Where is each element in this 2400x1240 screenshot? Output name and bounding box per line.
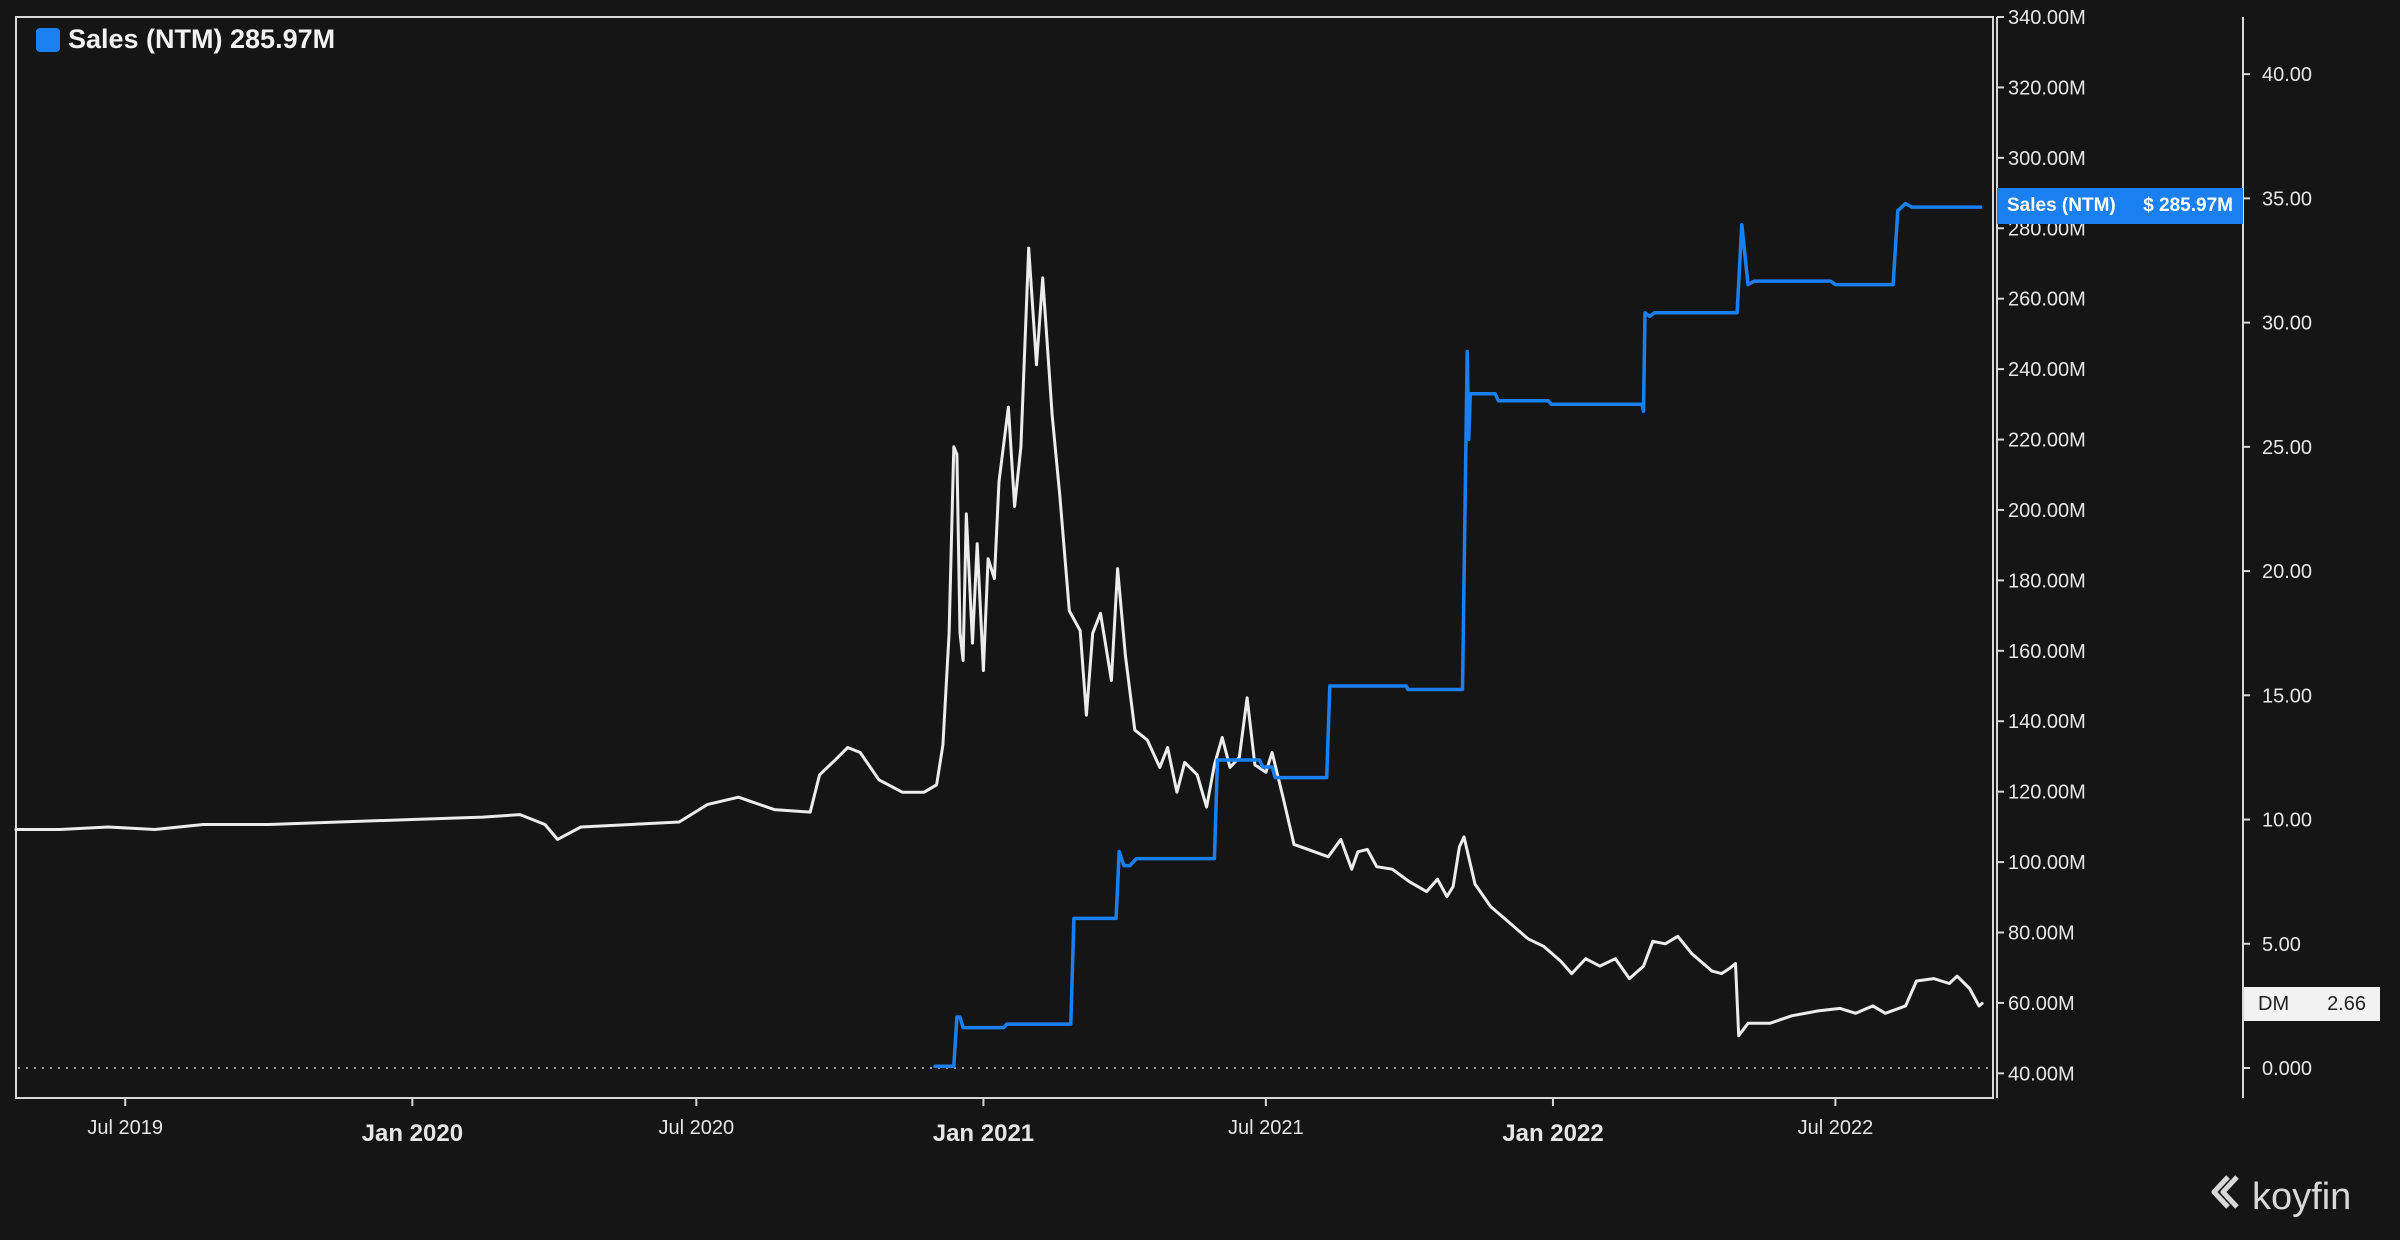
right-tick-label: 40.00 <box>2262 64 2312 86</box>
right-tick-label: 15.00 <box>2262 685 2312 707</box>
left-axis-ticks: 340.00M320.00M300.00M280.00M260.00M240.0… <box>1997 7 2086 1085</box>
right-tick-label: 35.00 <box>2262 188 2312 210</box>
left-tick-label: 240.00M <box>2008 359 2086 381</box>
left-tick-label: 200.00M <box>2008 500 2086 522</box>
brand-name: koyfin <box>2252 1175 2352 1218</box>
left-tick-label: 80.00M <box>2008 923 2075 945</box>
left-tick-label: 300.00M <box>2008 148 2086 170</box>
legend-label: Sales (NTM) 285.97M <box>68 24 336 54</box>
x-tick-label: Jul 2022 <box>1798 1117 1874 1139</box>
x-tick-label: Jul 2021 <box>1228 1117 1304 1139</box>
price-line <box>14 246 1984 1038</box>
left-tick-label: 220.00M <box>2008 430 2086 452</box>
dm-value: 2.66 <box>2327 992 2366 1015</box>
left-tick-label: 140.00M <box>2008 711 2086 733</box>
left-tick-label: 40.00M <box>2008 1063 2075 1085</box>
left-tick-label: 260.00M <box>2008 289 2086 311</box>
last-value-tag: Sales (NTM) $ 285.97M <box>1997 188 2243 224</box>
x-tick-label: Jul 2019 <box>87 1117 163 1139</box>
x-axis-ticks: Jul 2019 Jan 2020 Jul 2020 Jan 2021 Jul 2021… <box>87 1098 1873 1147</box>
x-tick-label: Jan 2021 <box>933 1120 1034 1147</box>
series-lines <box>14 201 1984 1069</box>
value-tag-background <box>1997 188 2243 224</box>
value-tag-value: $ 285.97M <box>2143 195 2233 216</box>
value-tag-name: Sales (NTM) <box>2007 195 2116 216</box>
sales-ntm-line <box>933 201 1983 1069</box>
left-tick-label: 100.00M <box>2008 852 2086 874</box>
right-tick-label: 0.000 <box>2262 1058 2312 1080</box>
left-tick-label: 320.00M <box>2008 77 2086 99</box>
right-tick-label: 5.00 <box>2262 934 2301 956</box>
right-tick-label: 20.00 <box>2262 561 2312 583</box>
legend[interactable]: Sales (NTM) 285.97M <box>36 24 335 55</box>
left-tick-label: 160.00M <box>2008 641 2086 663</box>
right-axis-ticks: 40.00 35.00 30.00 25.00 20.00 15.00 10.00 5.00 0… <box>2243 64 2312 1080</box>
x-tick-label: Jan 2022 <box>1502 1120 1603 1147</box>
legend-swatch <box>36 27 60 52</box>
dm-label: DM <box>2258 992 2290 1015</box>
left-tick-label: 340.00M <box>2008 7 2086 29</box>
right-tick-label: 10.00 <box>2262 810 2312 832</box>
brand-watermark: koyfin <box>2204 1172 2351 1222</box>
left-tick-label: 120.00M <box>2008 782 2086 804</box>
x-tick-label: Jan 2020 <box>362 1120 463 1147</box>
plot-frame <box>15 16 1994 1099</box>
right-tick-label: 30.00 <box>2262 313 2312 335</box>
koyfin-logo-icon <box>2204 1172 2244 1222</box>
x-tick-label: Jul 2020 <box>659 1117 735 1139</box>
dm-value-box: DM 2.66 <box>2244 987 2380 1021</box>
right-tick-label: 25.00 <box>2262 437 2312 459</box>
left-tick-label: 180.00M <box>2008 570 2086 592</box>
left-tick-label: 60.00M <box>2008 993 2075 1015</box>
